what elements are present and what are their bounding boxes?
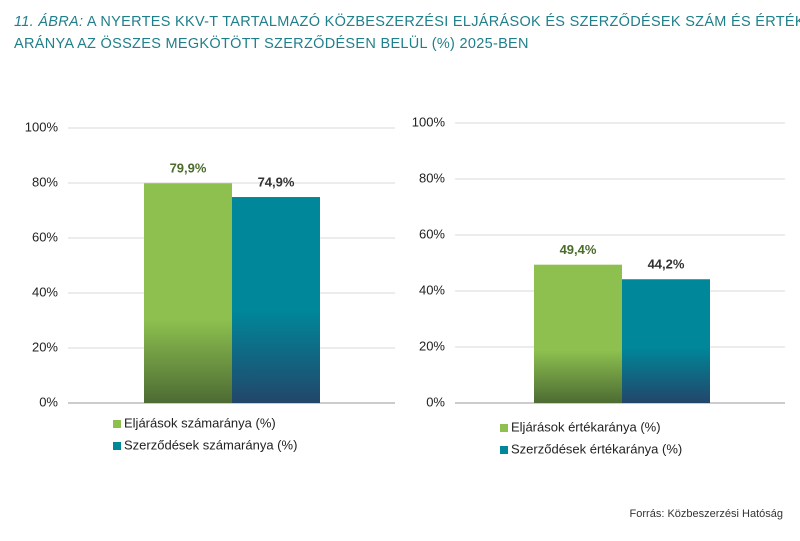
value-label: 44,2% xyxy=(648,257,685,272)
legend-label: Eljárások számaránya (%) xyxy=(124,415,276,430)
y-tick-label: 20% xyxy=(419,338,445,353)
bar xyxy=(144,183,232,403)
bar xyxy=(232,197,320,403)
bar xyxy=(622,279,710,403)
y-tick-label: 80% xyxy=(32,174,58,189)
y-tick-label: 60% xyxy=(419,226,445,241)
value-label: 74,9% xyxy=(258,174,295,189)
legend-swatch xyxy=(500,446,508,454)
legend-swatch xyxy=(113,420,121,428)
title-line: ARÁNYA AZ ÖSSZES MEGKÖTÖTT SZERZŐDÉSEN B… xyxy=(14,34,529,52)
figure-title: 11. ÁBRA: A NYERTES KKV-T TARTALMAZÓ KÖZ… xyxy=(14,12,800,30)
bar xyxy=(534,264,622,403)
legend-label: Szerződések számaránya (%) xyxy=(124,437,297,452)
y-tick-label: 100% xyxy=(412,114,446,129)
value-label: 49,4% xyxy=(560,242,597,257)
title-line: A NYERTES KKV-T TARTALMAZÓ KÖZBESZERZÉSI… xyxy=(87,12,800,30)
legend-label: Eljárások értékaránya (%) xyxy=(511,419,661,434)
legend-label: Szerződések értékaránya (%) xyxy=(511,441,682,456)
y-tick-label: 60% xyxy=(32,229,58,244)
legend-swatch xyxy=(113,442,121,450)
y-tick-label: 100% xyxy=(25,119,59,134)
y-tick-label: 0% xyxy=(39,394,58,409)
y-tick-label: 40% xyxy=(32,284,58,299)
source: Forrás: Közbeszerzési Hatóság xyxy=(630,508,783,520)
figure-label: 11. ÁBRA: xyxy=(14,13,83,30)
y-tick-label: 20% xyxy=(32,339,58,354)
y-tick-label: 80% xyxy=(419,170,445,185)
legend-swatch xyxy=(500,424,508,432)
value-label: 79,9% xyxy=(170,161,207,176)
y-tick-label: 40% xyxy=(419,282,445,297)
y-tick-label: 0% xyxy=(426,394,445,409)
